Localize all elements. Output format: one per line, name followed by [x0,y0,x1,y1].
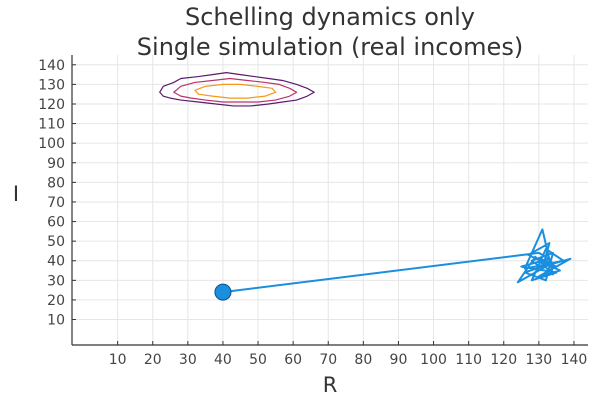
x-tick-label: 60 [284,352,302,368]
x-tick-label: 90 [390,352,408,368]
grid-lines [72,55,588,345]
y-tick-label: 50 [47,234,65,250]
x-tick-label: 110 [455,352,482,368]
y-axis-ticks: 10 20 30 40 50 60 70 80 90 100 110 120 130 140 [38,58,76,329]
contour-mid [173,77,298,103]
x-axis-label: R [323,373,338,397]
x-tick-label: 30 [179,352,197,368]
x-tick-label: 70 [319,352,337,368]
x-tick-label: 100 [420,352,447,368]
x-tick-label: 130 [525,352,552,368]
y-axis-label: I [13,182,19,206]
y-tick-label: 10 [47,313,65,329]
y-tick-label: 70 [47,195,65,211]
y-tick-label: 90 [47,156,65,172]
y-tick-label: 40 [47,254,65,270]
contour-outer [159,72,315,107]
x-tick-label: 140 [561,352,588,368]
y-tick-label: 140 [38,58,65,74]
x-tick-label: 50 [249,352,267,368]
y-tick-label: 30 [47,273,65,289]
density-contours [159,72,315,107]
y-tick-label: 120 [38,97,65,113]
start-point-marker [214,283,232,301]
y-tick-label: 130 [38,77,65,93]
x-axis-ticks: 10 20 30 40 50 60 70 80 90 100 110 120 130 140 [109,341,588,368]
y-tick-label: 110 [38,117,65,133]
x-tick-label: 20 [144,352,162,368]
chart-title-line-1: Schelling dynamics only [185,3,475,31]
y-tick-label: 20 [47,293,65,309]
x-tick-label: 10 [109,352,127,368]
trajectory-line [222,228,572,294]
chart-title-line-2: Single simulation (real incomes) [137,33,523,61]
y-tick-label: 60 [47,215,65,231]
x-tick-label: 120 [490,352,517,368]
trajectory-series [214,228,572,301]
x-tick-label: 80 [354,352,372,368]
x-tick-label: 40 [214,352,232,368]
y-tick-label: 100 [38,136,65,152]
contour-inner [194,83,277,99]
y-tick-label: 80 [47,175,65,191]
